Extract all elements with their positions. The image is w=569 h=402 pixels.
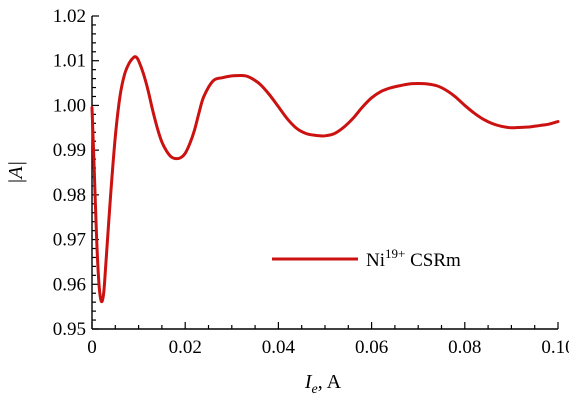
y-tick-label: 0.96 [53,274,86,295]
axes: 0.95 0.96 0.97 0.98 0.99 1.00 1.01 1.02 0 0.02 0.0… [53,6,569,358]
y-tick-label: 1.01 [53,51,86,72]
y-tick-label: 0.98 [53,185,86,206]
legend: Ni19+ CSRm [272,246,461,271]
x-tick-label: 0 [87,337,97,358]
x-tick-label: 0.08 [448,337,481,358]
x-axis-label-symbol: I [304,371,313,393]
x-tick-label: 0.02 [169,337,202,358]
legend-label-suffix: CSRm [405,250,461,271]
y-axis-label: |A| [5,161,27,184]
x-tick-label: 0.10 [541,337,569,358]
series-line-ni19 [90,55,560,304]
x-axis-label-subscript: e [312,382,318,397]
legend-label: Ni19+ CSRm [366,246,461,271]
x-axis-label: Ie, A [304,371,342,397]
y-tick-label: 0.95 [53,319,86,340]
y-tick-label: 1.00 [53,95,86,116]
legend-label-superscript: 19+ [385,246,405,261]
x-tick-label: 0.04 [262,337,296,358]
x-tick-label: 0.06 [355,337,388,358]
y-tick-label: 0.97 [53,230,86,251]
plot-area [90,55,560,304]
y-tick-label: 1.02 [53,6,86,27]
y-tick-label: 0.99 [53,140,86,161]
legend-label-base: Ni [366,250,385,271]
x-axis-label-unit: , A [318,371,342,393]
